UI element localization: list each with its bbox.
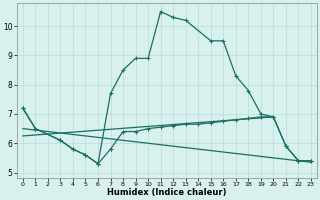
X-axis label: Humidex (Indice chaleur): Humidex (Indice chaleur) <box>107 188 227 197</box>
